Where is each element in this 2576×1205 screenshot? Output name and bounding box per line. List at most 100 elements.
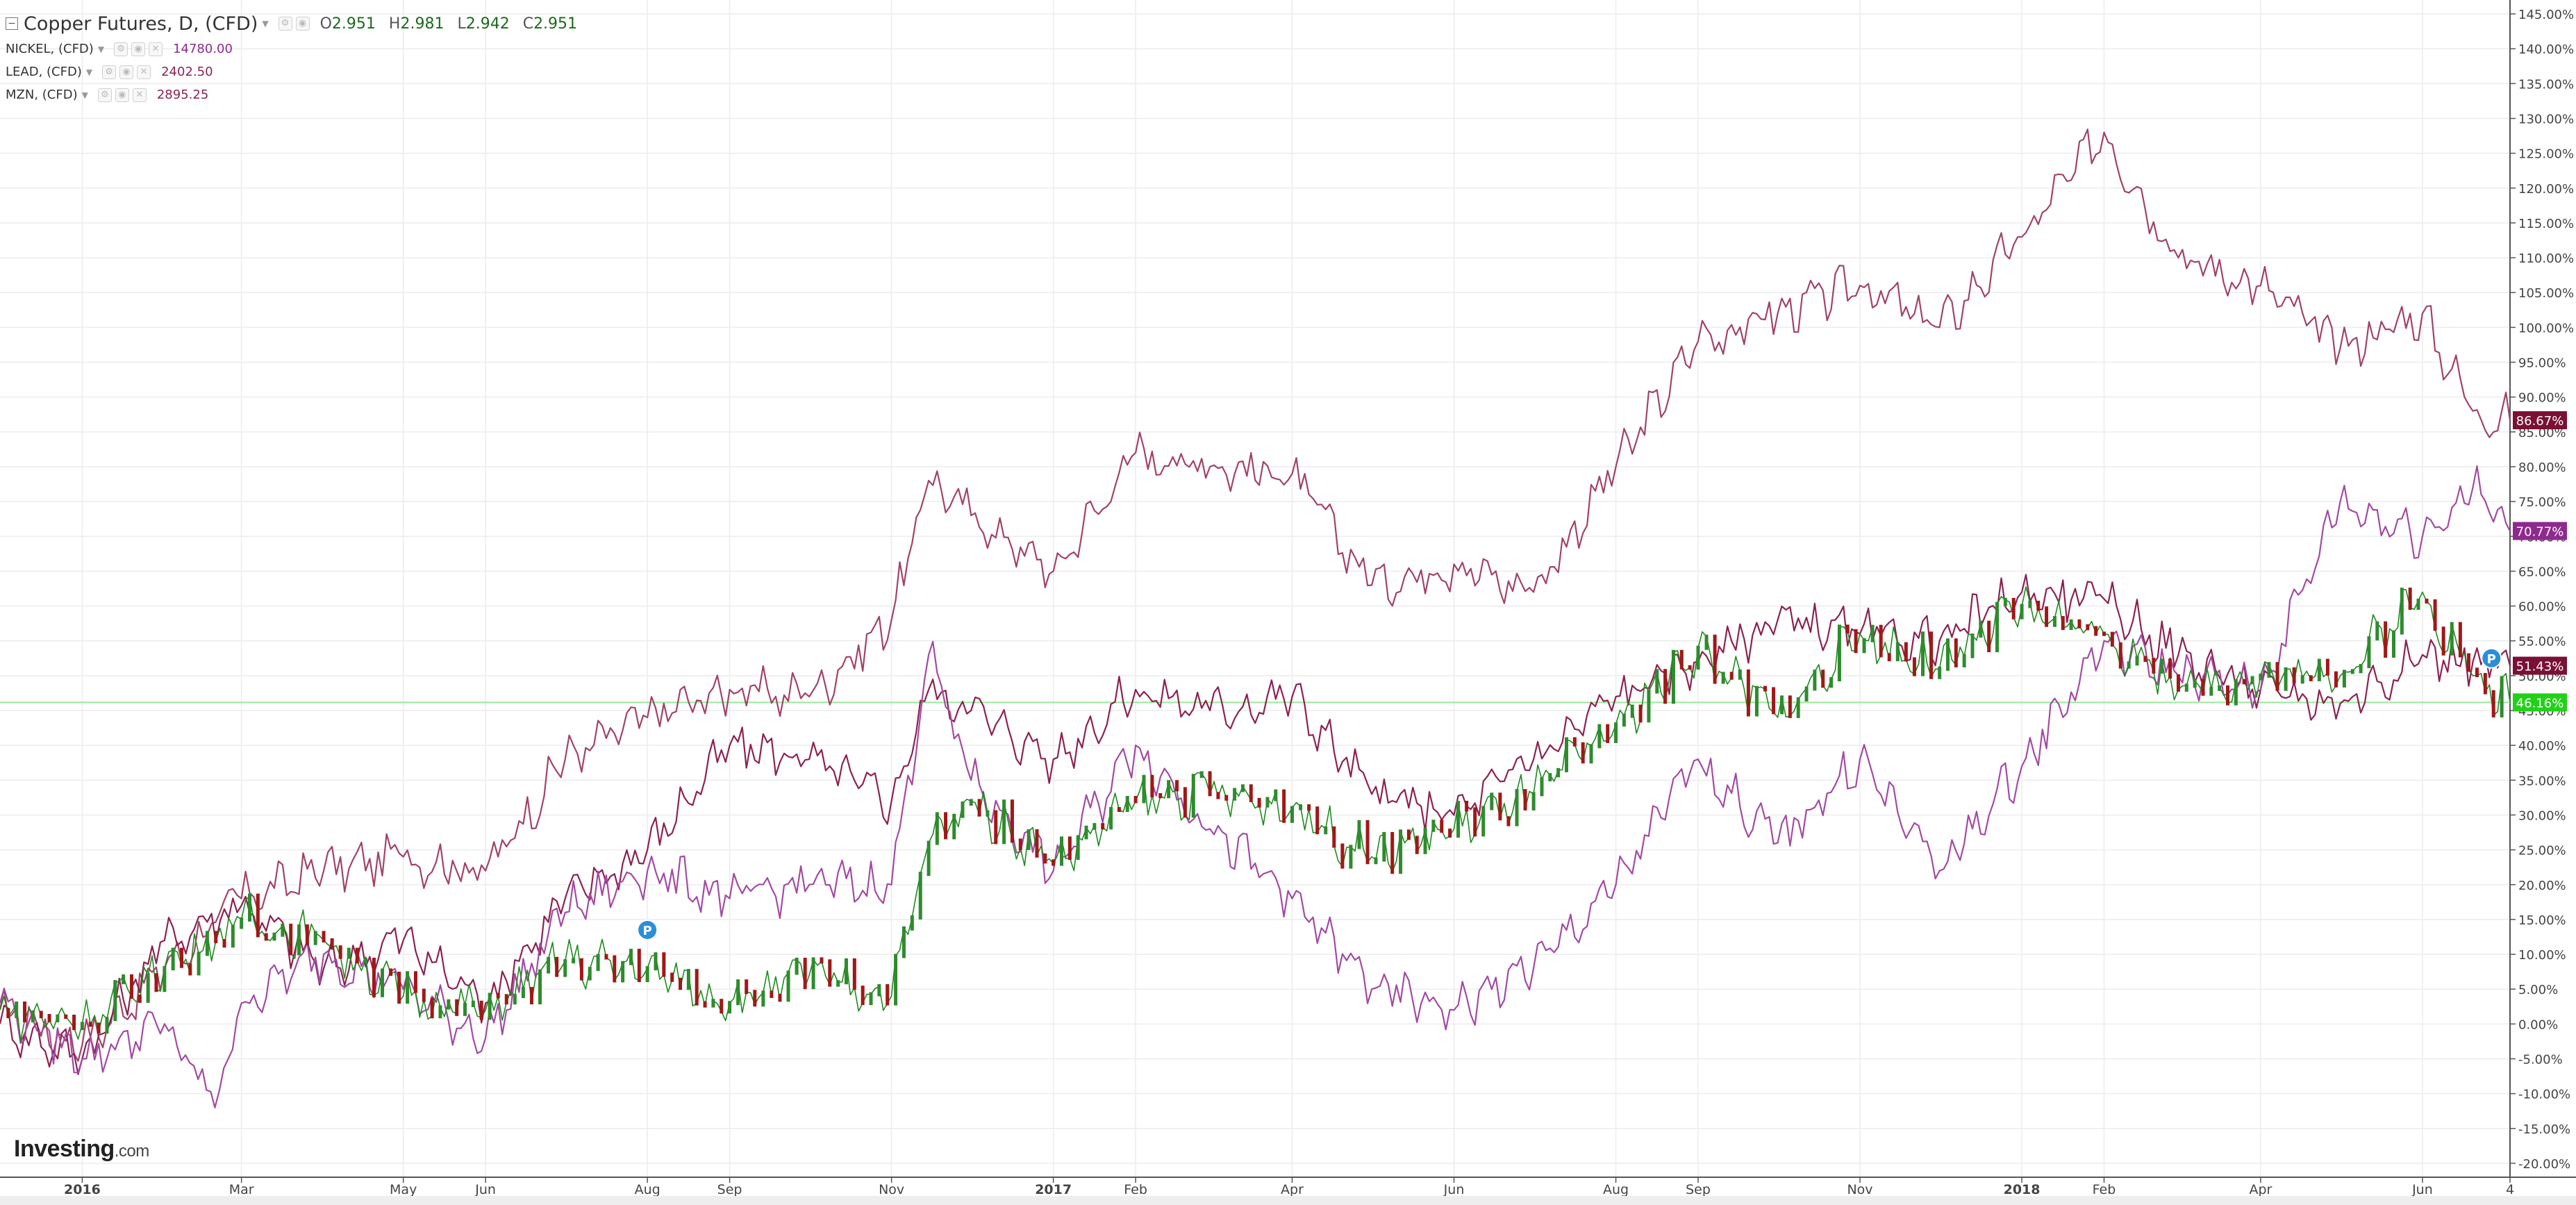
candle-body	[795, 957, 799, 975]
price-label-badge	[2513, 693, 2567, 712]
candle-body	[1390, 831, 1395, 874]
candle-body	[2160, 658, 2164, 674]
candle-body	[1763, 685, 1768, 692]
candle-body	[363, 957, 367, 964]
candle-body	[736, 979, 740, 1006]
collapse-legend-icon[interactable]: −	[6, 17, 18, 30]
candle-body	[313, 931, 317, 945]
candle-body	[662, 952, 666, 977]
candle-body	[695, 969, 699, 1006]
visibility-icon[interactable]: ◉	[115, 88, 129, 102]
candle-body	[1440, 820, 1444, 833]
candle-body	[2193, 679, 2197, 688]
candle-body	[1970, 633, 1975, 658]
candle-body	[2325, 658, 2329, 676]
candle-body	[778, 993, 782, 1002]
candle-body	[2152, 658, 2156, 674]
candle-body	[1481, 806, 1486, 837]
candle-body	[1995, 601, 2000, 653]
y-axis-tick-label: 115.00%	[2518, 217, 2574, 231]
candle-body	[521, 987, 525, 999]
x-axis-tick-label: Nov	[1847, 1182, 1872, 1197]
close-icon[interactable]: ✕	[132, 88, 147, 102]
candle-body	[197, 951, 201, 976]
close-icon[interactable]: ✕	[137, 65, 151, 79]
legend-row-lead[interactable]: LEAD, (CFD) ▼ ⚙ ◉ ✕ 2402.50	[6, 60, 585, 83]
y-axis-tick-label: 30.00%	[2518, 808, 2566, 823]
brand-suffix: .com	[114, 1142, 150, 1161]
legend-row-nickel[interactable]: NICKEL, (CFD) ▼ ⚙ ◉ ✕ 14780.00	[6, 38, 585, 60]
candle-body	[1813, 670, 1817, 691]
candle-body	[918, 872, 922, 920]
candle-body	[604, 954, 608, 960]
candle-body	[338, 945, 342, 959]
candle-body	[1796, 697, 1800, 718]
legend-symbol-lead[interactable]: LEAD, (CFD)	[6, 65, 82, 79]
settings-icon[interactable]: ⚙	[278, 17, 292, 31]
x-axis-tick-label: Nov	[879, 1182, 904, 1197]
candle-body	[1374, 857, 1378, 865]
visibility-icon[interactable]: ◉	[119, 65, 134, 79]
visibility-icon[interactable]: ◉	[295, 17, 310, 31]
candle-body	[406, 971, 410, 1004]
candle-body	[322, 931, 326, 942]
candle-body	[720, 999, 724, 1014]
candle-body	[811, 957, 815, 990]
y-axis-tick-label: 35.00%	[2518, 774, 2566, 788]
candle-body	[430, 997, 434, 1019]
x-axis-tick-label: Mar	[229, 1182, 254, 1197]
candle-body	[711, 999, 715, 1008]
settings-icon[interactable]: ⚙	[102, 65, 117, 79]
y-axis-tick-label: -10.00%	[2518, 1088, 2570, 1102]
candle-body	[1929, 631, 1934, 679]
chevron-down-icon[interactable]: ▼	[262, 19, 269, 28]
candle-body	[154, 973, 158, 992]
chevron-down-icon[interactable]: ▼	[81, 90, 88, 100]
visibility-icon[interactable]: ◉	[131, 42, 146, 56]
candle-body	[2500, 676, 2504, 717]
candle-body	[231, 924, 235, 948]
candle-body	[1199, 771, 1204, 779]
candle-body	[2201, 679, 2205, 696]
chevron-down-icon[interactable]: ▼	[85, 67, 93, 77]
y-axis-tick-label: 80.00%	[2518, 460, 2566, 475]
y-axis-tick-label: -15.00%	[2518, 1122, 2570, 1137]
candle-body	[1597, 724, 1602, 749]
candle-body	[686, 969, 690, 990]
candle-body	[1548, 773, 1552, 781]
x-axis-tick-label: Aug	[635, 1182, 660, 1197]
candle-body	[1043, 853, 1047, 864]
settings-icon[interactable]: ⚙	[114, 42, 128, 56]
y-axis-tick-label: 65.00%	[2518, 565, 2566, 579]
candle-body	[761, 990, 765, 1007]
candle-body	[1307, 804, 1311, 811]
main-symbol-row[interactable]: − Copper Futures, D, (CFD) ▼ ⚙ ◉ O2.951 …	[6, 10, 585, 38]
y-axis-tick-label: 55.00%	[2518, 635, 2566, 649]
ohlc-low-value: 2.942	[465, 15, 510, 33]
candle-body	[2275, 662, 2279, 691]
y-axis-tick-label: 125.00%	[2518, 147, 2574, 162]
candle-body	[2334, 671, 2338, 688]
candle-body	[1772, 687, 1776, 715]
candle-body	[1191, 774, 1195, 818]
legend-row-mzn[interactable]: MZN, (CFD) ▼ ⚙ ◉ ✕ 2895.25	[6, 83, 585, 106]
candle-body	[2226, 685, 2230, 706]
candle-body	[1938, 666, 1942, 679]
candle-body	[935, 812, 939, 845]
legend-symbol-mzn[interactable]: MZN, (CFD)	[6, 88, 78, 102]
settings-icon[interactable]: ⚙	[97, 88, 112, 102]
legend-symbol-nickel[interactable]: NICKEL, (CFD)	[6, 42, 94, 56]
candle-body	[179, 947, 183, 968]
x-axis-tick-label: 4	[2506, 1182, 2514, 1197]
close-icon[interactable]: ✕	[149, 42, 163, 56]
candle-body	[952, 813, 956, 840]
candle-body	[1540, 776, 1544, 797]
candle-body	[588, 967, 592, 981]
candle-body	[214, 931, 218, 944]
chevron-down-icon[interactable]: ▼	[97, 44, 105, 54]
main-symbol-title[interactable]: Copper Futures, D, (CFD)	[24, 13, 258, 35]
candle-body	[138, 995, 142, 1003]
candle-body	[1837, 624, 1841, 681]
candle-body	[397, 972, 401, 1004]
